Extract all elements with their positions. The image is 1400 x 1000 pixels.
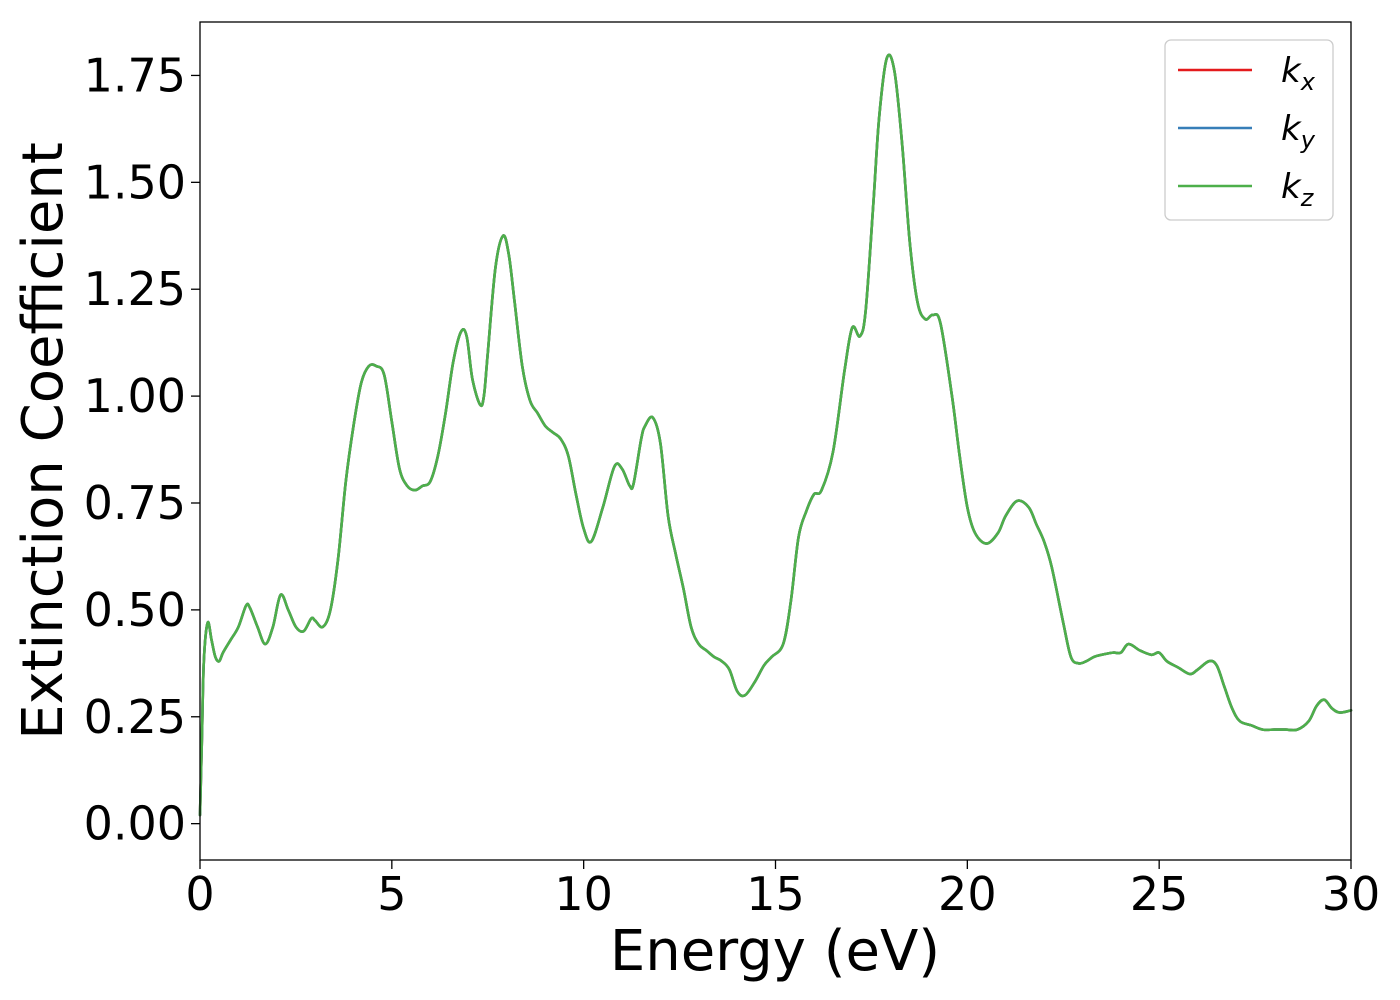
x-tick-label: 20 <box>938 867 997 921</box>
y-tick-label: 1.50 <box>84 155 186 209</box>
legend-subscript: z <box>1300 184 1315 212</box>
y-tick-label: 1.75 <box>84 48 186 102</box>
x-axis: 0 5 10 15 20 25 30 <box>185 860 1380 921</box>
y-tick-label: 1.00 <box>84 369 186 423</box>
legend-box <box>1164 39 1334 221</box>
x-tick-label: 5 <box>377 867 406 921</box>
y-axis-title: Extinction Coefficient <box>11 142 76 740</box>
x-axis-title: Energy (eV) <box>610 919 940 984</box>
legend-subscript: x <box>1300 68 1316 96</box>
y-axis: 0.00 0.25 0.50 0.75 1.00 1.25 1.50 1.75 <box>84 48 200 851</box>
y-tick-label: 0.75 <box>84 476 186 530</box>
series-lines <box>198 53 1353 817</box>
series-line-kz <box>198 53 1353 817</box>
x-tick-label: 0 <box>185 867 214 921</box>
legend-subscript: y <box>1300 126 1316 154</box>
x-tick-label: 30 <box>1322 867 1381 921</box>
x-tick-label: 25 <box>1130 867 1189 921</box>
x-tick-label: 15 <box>746 867 805 921</box>
y-tick-label: 0.25 <box>84 690 186 744</box>
x-tick-label: 10 <box>554 867 613 921</box>
y-tick-label: 1.25 <box>84 262 186 316</box>
y-tick-label: 0.00 <box>84 797 186 851</box>
y-tick-label: 0.50 <box>84 583 186 637</box>
